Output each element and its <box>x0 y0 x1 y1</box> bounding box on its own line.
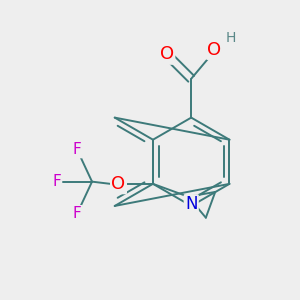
Text: H: H <box>226 32 236 46</box>
Text: F: F <box>73 142 82 157</box>
Text: O: O <box>112 175 126 193</box>
Text: F: F <box>52 174 61 189</box>
Text: F: F <box>73 206 82 221</box>
Text: N: N <box>185 196 197 214</box>
Text: O: O <box>207 40 222 58</box>
Text: O: O <box>160 45 174 63</box>
